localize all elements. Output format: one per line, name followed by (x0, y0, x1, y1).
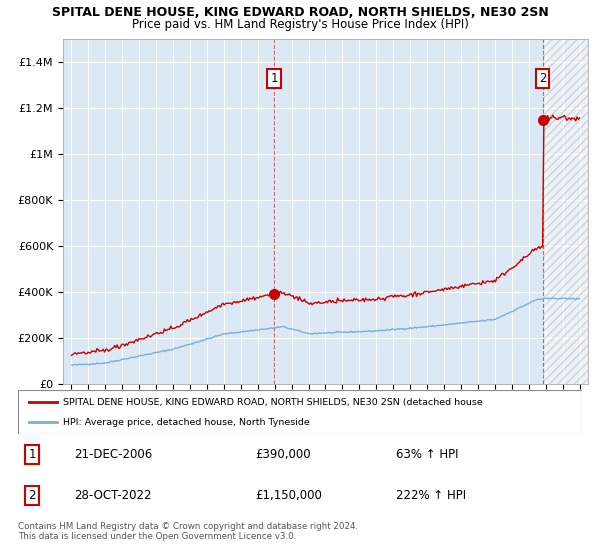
Text: 2: 2 (539, 72, 547, 85)
Text: 1: 1 (28, 448, 36, 461)
Text: 63% ↑ HPI: 63% ↑ HPI (396, 448, 458, 461)
Text: 1: 1 (271, 72, 278, 85)
Text: SPITAL DENE HOUSE, KING EDWARD ROAD, NORTH SHIELDS, NE30 2SN (detached house: SPITAL DENE HOUSE, KING EDWARD ROAD, NOR… (63, 398, 483, 407)
Text: Price paid vs. HM Land Registry's House Price Index (HPI): Price paid vs. HM Land Registry's House … (131, 18, 469, 31)
Text: £1,150,000: £1,150,000 (255, 489, 322, 502)
Text: SPITAL DENE HOUSE, KING EDWARD ROAD, NORTH SHIELDS, NE30 2SN: SPITAL DENE HOUSE, KING EDWARD ROAD, NOR… (52, 6, 548, 18)
Text: 21-DEC-2006: 21-DEC-2006 (74, 448, 152, 461)
Text: 222% ↑ HPI: 222% ↑ HPI (396, 489, 466, 502)
Text: £390,000: £390,000 (255, 448, 311, 461)
Text: HPI: Average price, detached house, North Tyneside: HPI: Average price, detached house, Nort… (63, 418, 310, 427)
Bar (543, 39, 588, 384)
Text: Contains HM Land Registry data © Crown copyright and database right 2024.
This d: Contains HM Land Registry data © Crown c… (18, 522, 358, 542)
Text: 28-OCT-2022: 28-OCT-2022 (74, 489, 152, 502)
Text: 2: 2 (28, 489, 36, 502)
